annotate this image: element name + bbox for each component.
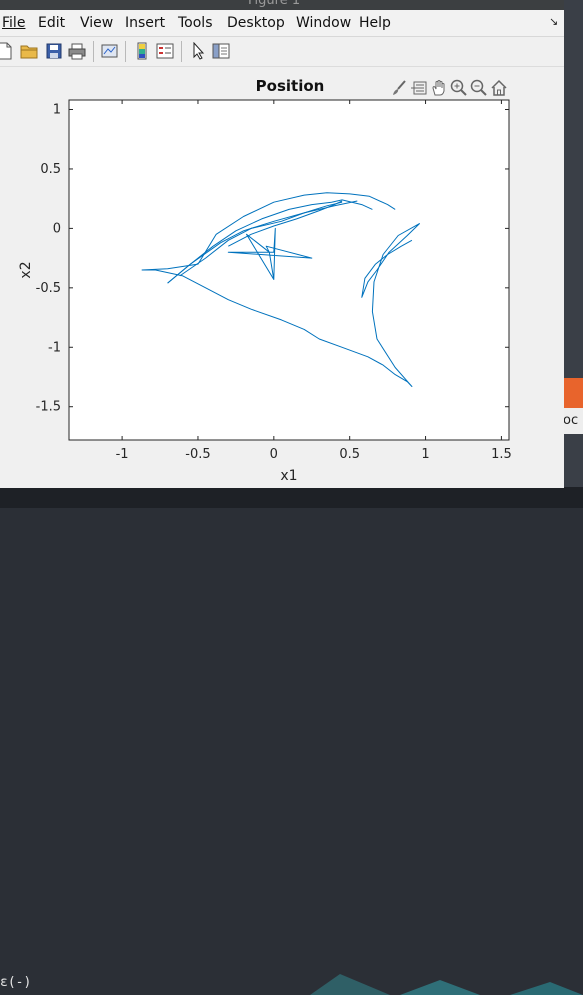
window-title: Figure 1 xyxy=(248,0,301,8)
menu-view[interactable]: View xyxy=(80,15,113,31)
zoom-out-icon[interactable] xyxy=(470,79,488,97)
y-tick-label: -1.5 xyxy=(36,400,61,415)
menu-window-label: Window xyxy=(296,15,352,31)
menu-desktop[interactable]: Desktop xyxy=(227,15,285,31)
menu-edit[interactable]: Edit xyxy=(38,15,65,31)
menu-help-label: Help xyxy=(359,15,391,31)
property-editor-icon[interactable] xyxy=(212,42,230,60)
toolbar-separator xyxy=(93,41,94,62)
home-icon[interactable] xyxy=(490,79,508,97)
print-icon[interactable] xyxy=(68,42,86,60)
y-tick-label: 1 xyxy=(53,103,61,118)
y-tick-label: 0.5 xyxy=(40,162,61,177)
menu-tools[interactable]: Tools xyxy=(178,15,213,31)
ticks-layer: -1 -0.5 0 0.5 1 1.5 1 0.5 0 -0.5 -1 -1.5 xyxy=(36,100,512,462)
axes-toolbar xyxy=(390,77,512,99)
figure-toolbar xyxy=(0,37,564,67)
x-tick-label: 1 xyxy=(421,447,429,462)
x-tick-label: -1 xyxy=(116,447,129,462)
axes-container: -1 -0.5 0 0.5 1 1.5 1 0.5 0 -0.5 -1 -1.5 x1 x2 Posi… xyxy=(0,67,564,488)
y-tick-label: 0 xyxy=(53,221,61,236)
figure-window: Figure 1 File Edit View Insert Tools Des… xyxy=(0,0,564,488)
open-file-icon[interactable] xyxy=(20,42,38,60)
x-tick-label: -0.5 xyxy=(185,447,210,462)
toolbar-separator xyxy=(125,41,126,62)
terminal-text: ɛ(-) xyxy=(0,975,32,990)
menu-window[interactable]: Window xyxy=(296,15,351,31)
save-icon[interactable] xyxy=(45,42,63,60)
position-plot[interactable]: -1 -0.5 0 0.5 1 1.5 1 0.5 0 -0.5 -1 -1.5 x1 x2 xyxy=(0,67,564,488)
menu-bar: File Edit View Insert Tools Desktop Wind… xyxy=(0,10,564,37)
menu-file[interactable]: File xyxy=(2,15,25,31)
y-tick-label: -0.5 xyxy=(36,281,61,296)
plot-title: Position xyxy=(255,77,325,95)
trajectory-line-6[interactable] xyxy=(228,200,343,247)
menu-tools-label: Tools xyxy=(178,15,213,31)
trajectory-line-3[interactable] xyxy=(167,199,373,284)
pan-hand-icon[interactable] xyxy=(430,79,448,97)
axes-box[interactable] xyxy=(68,99,510,441)
lines-layer xyxy=(141,192,420,387)
y-axis-label: x2 xyxy=(18,261,34,278)
menu-help[interactable]: Help xyxy=(359,15,391,31)
trajectory-line-2[interactable] xyxy=(141,192,396,271)
menu-insert-label: Insert xyxy=(125,15,166,31)
trajectory-line-5[interactable] xyxy=(179,201,343,277)
brush-icon[interactable] xyxy=(390,79,408,97)
x-tick-label: 1.5 xyxy=(491,447,512,462)
trajectory-line-1[interactable] xyxy=(141,223,420,387)
y-tick-label: -1 xyxy=(48,340,61,355)
edit-plot-pointer-icon[interactable] xyxy=(190,42,208,60)
toolbar-separator xyxy=(181,41,182,62)
menubar-dock-arrow-icon[interactable]: ↘ xyxy=(549,15,559,28)
menu-desktop-label: Desktop xyxy=(227,15,285,31)
data-tips-icon[interactable] xyxy=(410,79,428,97)
window-titlebar[interactable]: Figure 1 xyxy=(0,0,564,10)
desktop-widget[interactable] xyxy=(563,378,583,408)
menu-file-label: File xyxy=(2,15,26,31)
colorbar-icon[interactable] xyxy=(133,42,151,60)
link-plot-icon[interactable] xyxy=(101,42,119,60)
menu-insert[interactable]: Insert xyxy=(125,15,165,31)
trajectory-line-7[interactable] xyxy=(227,227,313,280)
zoom-in-icon[interactable] xyxy=(450,79,468,97)
menu-view-label: View xyxy=(80,15,114,31)
x-axis-label: x1 xyxy=(280,468,297,484)
terminal-strip: ɛ(-) xyxy=(0,487,583,995)
legend-icon[interactable] xyxy=(156,42,174,60)
background-window-text: oc xyxy=(563,408,583,434)
menu-edit-label: Edit xyxy=(38,15,66,31)
new-figure-icon[interactable] xyxy=(0,42,14,60)
desktop-wallpaper xyxy=(310,974,583,995)
x-tick-label: 0.5 xyxy=(339,447,360,462)
x-tick-label: 0 xyxy=(270,447,278,462)
